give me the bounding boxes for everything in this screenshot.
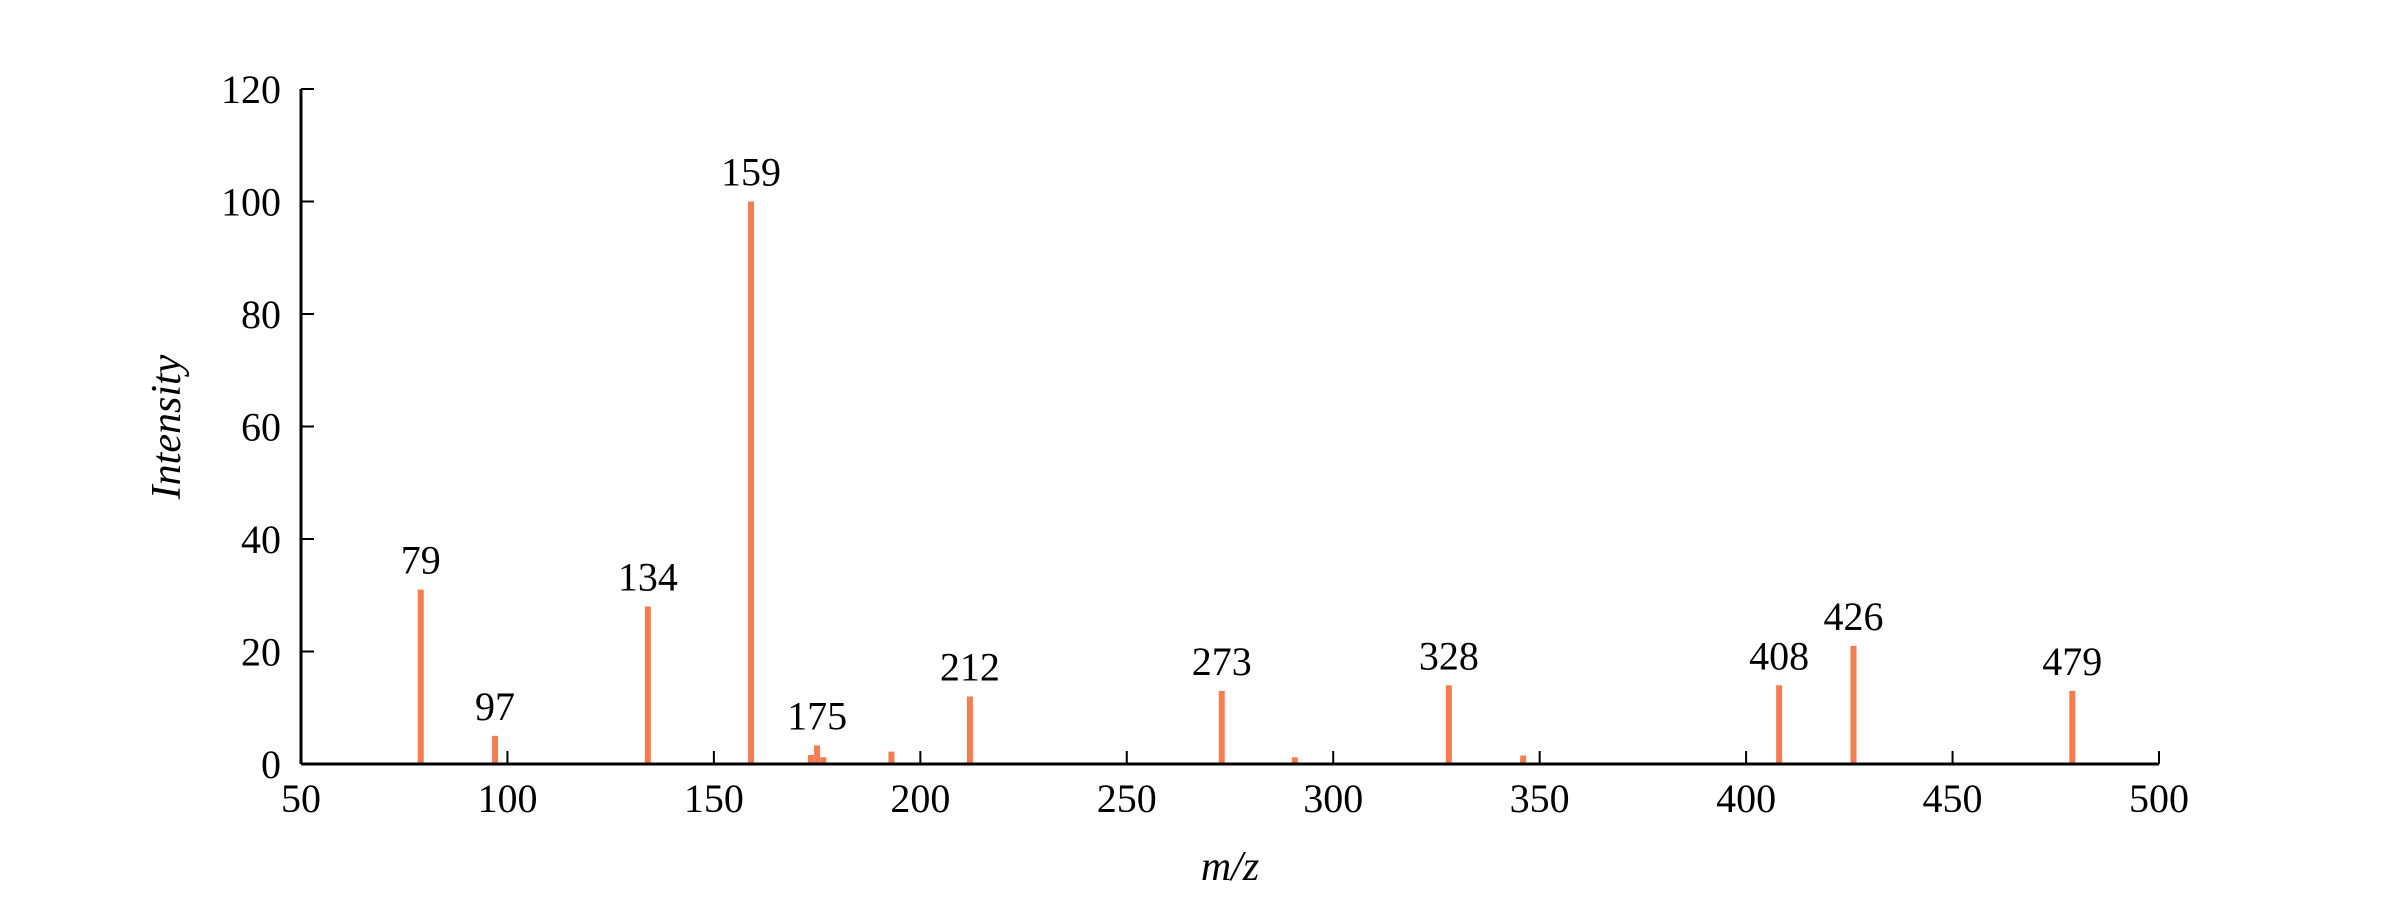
y-axis-title: Intensity [144,354,190,500]
y-tick-label: 100 [221,180,281,225]
x-tick-label: 450 [1923,776,1983,821]
x-axis-title: m/z [1201,844,1259,890]
peak-label: 175 [787,693,847,738]
y-tick-label: 0 [261,742,281,787]
peak-label: 408 [1749,633,1809,678]
x-tick-label: 150 [684,776,744,821]
y-tick-label: 40 [241,517,281,562]
y-tick-label: 20 [241,630,281,675]
x-tick-label: 250 [1097,776,1157,821]
peak-label: 97 [475,684,515,729]
peak-label: 212 [940,645,1000,690]
x-tick-label: 350 [1510,776,1570,821]
x-tick-label: 100 [477,776,537,821]
peak-label: 479 [2042,639,2102,684]
peak-label: 159 [721,150,781,195]
x-tick-label: 200 [890,776,950,821]
peak-label: 426 [1823,594,1883,639]
x-tick-label: 400 [1716,776,1776,821]
y-tick-label: 80 [241,292,281,337]
x-tick-label: 50 [281,776,321,821]
peak-label: 79 [401,538,441,583]
peak-label: 328 [1419,633,1479,678]
y-tick-label: 60 [241,405,281,450]
y-tick-label: 120 [221,67,281,112]
peak-label: 273 [1192,639,1252,684]
x-tick-label: 500 [2129,776,2189,821]
peak-label: 134 [618,555,678,600]
x-tick-label: 300 [1303,776,1363,821]
